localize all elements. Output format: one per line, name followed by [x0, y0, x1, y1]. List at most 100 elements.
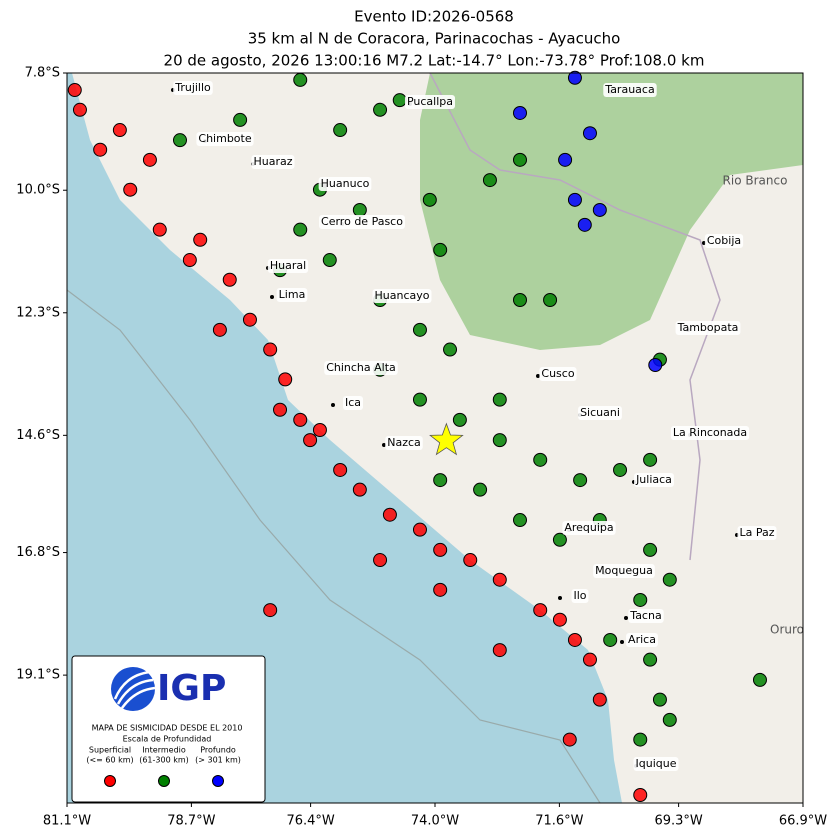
city-label-bg: [670, 426, 750, 440]
earthquake: [373, 102, 388, 117]
city-label-bg: [385, 436, 423, 450]
city-label: La Rinconada: [673, 426, 747, 439]
earthquake: [582, 652, 597, 667]
city-label-bg: [276, 288, 308, 302]
x-tick-label: 71.6°W: [535, 814, 583, 829]
earthquake: [67, 83, 82, 98]
earthquake: [123, 182, 138, 197]
y-tick-label: 12.3°S: [16, 305, 60, 320]
earthquake: [142, 152, 157, 167]
city-label: Juliaca: [635, 473, 672, 486]
city-label: Cerro de Pasco: [321, 215, 403, 228]
earthquake: [492, 643, 507, 658]
earthquake: [293, 222, 308, 237]
city-label-bg: [634, 473, 674, 487]
city-label: Arica: [628, 633, 656, 646]
earthquake: [322, 253, 337, 268]
earthquake: [422, 192, 437, 207]
earthquake: [643, 652, 658, 667]
earthquake: [433, 473, 448, 488]
earthquake: [643, 452, 658, 467]
city-label-bg: [578, 406, 622, 420]
earthquake: [552, 612, 567, 627]
earthquake: [492, 433, 507, 448]
earthquake: [412, 522, 427, 537]
city-label-bg: [675, 321, 741, 335]
earthquake: [648, 358, 663, 372]
earthquake: [172, 133, 187, 148]
epicenter: [429, 422, 464, 456]
earthquake: [562, 732, 577, 747]
city-label-bg: [173, 81, 213, 95]
city-label-bg: [737, 526, 777, 540]
city-dot: [624, 616, 628, 620]
city-label: La Paz: [739, 526, 774, 539]
city-label-bg: [539, 367, 577, 381]
city-label-bg: [628, 609, 664, 623]
earthquake: [633, 732, 648, 747]
earthquake: [303, 433, 318, 448]
earthquake: [278, 372, 293, 387]
city-label-bg: [593, 564, 655, 578]
earthquake: [293, 72, 308, 87]
city-dot: [620, 640, 624, 644]
legend-swatch: [212, 775, 224, 787]
earthquake: [212, 322, 227, 337]
city-label: Huancayo: [375, 289, 430, 302]
earthquake: [443, 342, 458, 357]
legend-subtitle: Escala de Profundidad: [123, 735, 212, 744]
city-label-bg: [319, 215, 405, 229]
earthquake: [182, 253, 197, 268]
earthquake: [93, 142, 108, 157]
title-line: 20 de agosto, 2026 13:00:16 M7.2 Lat:-14…: [164, 52, 705, 70]
legend-swatch: [158, 775, 170, 787]
earthquake: [643, 542, 658, 557]
earthquake: [193, 232, 208, 247]
city-label-bg: [318, 177, 372, 191]
city-label: Huaraz: [253, 155, 292, 168]
city-label: Chimbote: [198, 132, 251, 145]
earthquake: [633, 788, 648, 803]
earthquake: [273, 402, 288, 417]
legend-label: Intermedio: [142, 746, 186, 755]
city-label: Arequipa: [564, 521, 613, 534]
earthquake: [333, 462, 348, 477]
earthquake: [352, 482, 367, 497]
city-label-bg: [562, 521, 616, 535]
earthquake: [613, 462, 628, 477]
earthquake: [482, 173, 497, 188]
earthquake: [592, 692, 607, 707]
legend-swatch: [104, 775, 116, 787]
legend-range: (61-300 km): [139, 756, 189, 765]
earthquake: [552, 532, 567, 547]
basemap-label: Oruro: [770, 623, 804, 637]
earthquake: [592, 202, 607, 217]
earthquake: [567, 192, 582, 207]
earthquake: [433, 242, 448, 257]
earthquake: [463, 553, 478, 568]
y-tick-label: 19.1°S: [16, 668, 60, 683]
earthquake: [333, 123, 348, 138]
basemap-label: Rio Branco: [723, 174, 788, 188]
logo-text: IGP: [157, 668, 226, 709]
earthquake: [662, 712, 677, 727]
city-label: Moquegua: [595, 564, 653, 577]
city-label-bg: [603, 83, 657, 97]
title-line: Evento ID:2026-0568: [354, 8, 514, 26]
logo-circle: [111, 667, 155, 711]
city-label-bg: [342, 396, 364, 410]
earthquake: [543, 292, 558, 307]
earthquake: [412, 322, 427, 337]
x-tick-label: 81.1°W: [43, 814, 91, 829]
earthquake: [492, 392, 507, 407]
y-tick-label: 7.8°S: [25, 66, 60, 81]
border-line: [429, 72, 721, 561]
earthquake: [72, 102, 87, 117]
city-label: Tarauaca: [604, 83, 654, 96]
earthquake: [573, 473, 588, 488]
legend-label: Superficial: [89, 746, 131, 755]
earthquake: [492, 572, 507, 587]
earthquake: [662, 572, 677, 587]
